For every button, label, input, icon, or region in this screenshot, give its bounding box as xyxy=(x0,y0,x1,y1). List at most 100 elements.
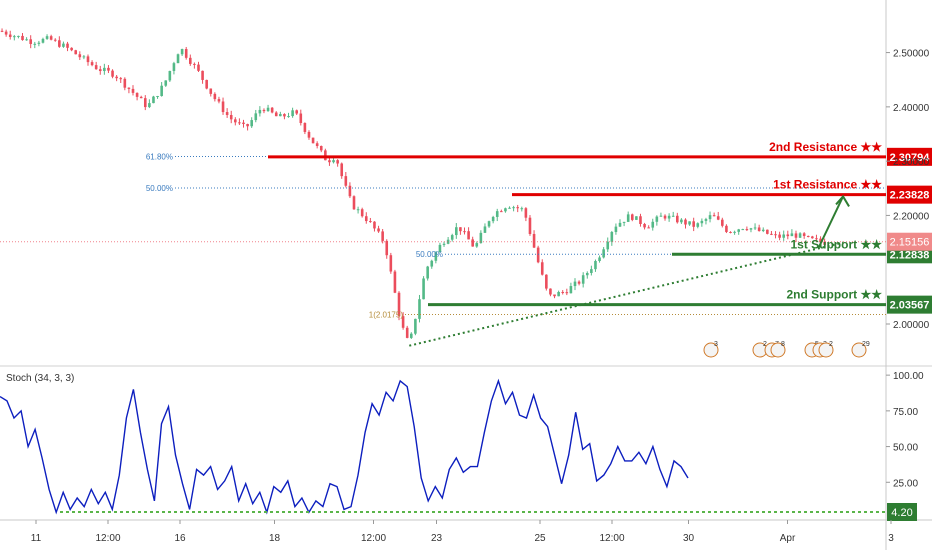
candle-body xyxy=(819,238,822,242)
candle-body xyxy=(356,209,360,211)
candle-body xyxy=(319,145,323,151)
candle-body xyxy=(70,47,73,51)
event-flag-icon xyxy=(851,342,867,358)
candle-body xyxy=(602,249,605,258)
stoch-current-value: 4.20 xyxy=(891,507,912,519)
time-tick-label: 12:00 xyxy=(361,533,386,544)
candle-body xyxy=(573,281,577,287)
candle-body xyxy=(336,160,339,164)
candle-body xyxy=(655,216,659,222)
candle-body xyxy=(442,243,446,245)
time-tick-label: 30 xyxy=(683,533,695,544)
candle-body xyxy=(49,36,53,40)
price-tick-label: 2.50000 xyxy=(893,49,930,60)
candle-body xyxy=(671,215,675,217)
candle-body xyxy=(594,260,597,270)
candle-body xyxy=(770,233,773,235)
level-name: 2nd Resistance ★★ xyxy=(769,140,882,154)
candle-body xyxy=(172,63,176,71)
candle-body xyxy=(119,78,123,80)
candle-body xyxy=(164,80,168,86)
candle-body xyxy=(512,207,515,209)
event-flag-label: 2 xyxy=(829,341,833,348)
candle-body xyxy=(45,36,49,39)
candle-body xyxy=(62,43,65,47)
candle-body xyxy=(33,43,37,45)
candle-body xyxy=(692,221,695,227)
candle-body xyxy=(565,292,569,294)
candle-body xyxy=(315,143,319,146)
candle-body xyxy=(643,223,646,228)
candle-body xyxy=(434,252,438,261)
candle-body xyxy=(103,67,106,72)
candle-body xyxy=(721,219,724,226)
candle-body xyxy=(111,70,114,77)
candle-body xyxy=(401,316,405,328)
candle-body xyxy=(569,286,573,294)
candle-body xyxy=(725,225,728,232)
candle-body xyxy=(430,260,434,267)
candle-body xyxy=(581,275,585,284)
candle-body xyxy=(487,221,491,227)
candle-body xyxy=(41,38,45,43)
candle-body xyxy=(540,262,544,275)
candle-body xyxy=(455,227,458,236)
event-flag-icon xyxy=(770,342,786,358)
candle-body xyxy=(815,238,818,240)
time-tick-label: 11 xyxy=(31,533,42,544)
candle-body xyxy=(94,65,98,70)
candle-body xyxy=(761,229,765,232)
candle-body xyxy=(254,113,258,121)
rising-trendline xyxy=(409,241,844,347)
candle-body xyxy=(332,160,335,163)
time-tick-label: 18 xyxy=(269,533,281,544)
candle-body xyxy=(98,69,102,72)
fib-label: 50.00% xyxy=(416,250,443,259)
candle-body xyxy=(184,49,188,58)
candle-body xyxy=(283,114,286,117)
stoch-line xyxy=(0,378,689,515)
candle-body xyxy=(520,208,524,210)
candle-body xyxy=(393,271,397,293)
candle-body xyxy=(422,278,425,300)
candle-body xyxy=(127,87,131,89)
candle-body xyxy=(266,107,270,112)
candle-body xyxy=(753,227,757,229)
candle-body xyxy=(495,211,499,217)
candle-body xyxy=(168,70,172,81)
candle-body xyxy=(733,231,736,233)
candle-body xyxy=(74,50,78,55)
projection-arrow-shaft xyxy=(817,195,844,249)
current-price-tag xyxy=(887,232,932,251)
candle-body xyxy=(148,103,151,108)
candle-body xyxy=(143,98,147,108)
candle-body xyxy=(794,233,798,238)
candle-body xyxy=(471,239,474,247)
event-flag-label: 2 xyxy=(763,341,767,348)
candle-body xyxy=(774,234,777,236)
candle-body xyxy=(369,221,372,223)
candle-body xyxy=(553,294,556,297)
candle-body xyxy=(414,318,417,334)
time-tick-label: 23 xyxy=(431,533,443,544)
candle-body xyxy=(585,272,589,276)
candle-body xyxy=(483,226,487,233)
candle-body xyxy=(716,216,720,220)
candle-body xyxy=(630,214,634,220)
price-tick-label: 2.20000 xyxy=(893,211,930,222)
price-tick-label: 2.00000 xyxy=(893,320,930,331)
candle-body xyxy=(418,299,421,319)
candle-body xyxy=(180,49,184,55)
candle-body xyxy=(405,327,409,338)
candle-body xyxy=(270,107,274,113)
candle-body xyxy=(757,227,761,232)
candle-body xyxy=(446,239,450,244)
candle-body xyxy=(238,122,241,124)
level-name: 2nd Support ★★ xyxy=(786,288,882,302)
candle-body xyxy=(811,236,814,239)
candle-body xyxy=(397,292,401,317)
candle-body xyxy=(618,222,622,227)
candle-body xyxy=(324,150,327,161)
